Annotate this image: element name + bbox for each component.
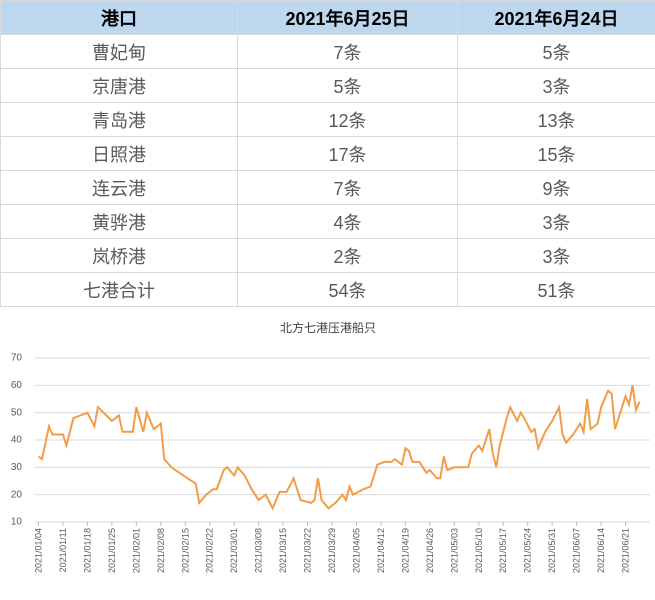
x-tick-label: 2021/01/25: [107, 528, 117, 573]
table-cell: 日照港: [1, 137, 238, 171]
x-tick-label: 2021/05/10: [474, 528, 484, 573]
table-cell: 9条: [458, 171, 655, 205]
x-tick-label: 2021/03/01: [229, 528, 239, 573]
x-tick-label: 2021/01/18: [82, 528, 92, 573]
y-tick-label: 20: [11, 489, 23, 500]
table-cell: 7条: [238, 35, 458, 69]
x-tick-label: 2021/02/22: [205, 528, 215, 573]
y-tick-label: 70: [11, 353, 23, 364]
table-cell: 4条: [238, 205, 458, 239]
x-tick-label: 2021/04/12: [376, 528, 386, 573]
chart: 北方七港压港船只 10 20 30 40 50 60 70 2021/01/04 2021/01…: [0, 307, 655, 595]
chart-title: 北方七港压港船只: [280, 320, 376, 335]
table-cell: 12条: [238, 103, 458, 137]
x-tick-label: 2021/02/15: [180, 528, 190, 573]
line-series: [39, 385, 640, 508]
table-cell: 5条: [458, 35, 655, 69]
y-tick-label: 30: [11, 462, 23, 473]
table-cell: 5条: [238, 69, 458, 103]
header-cell: 2021年6月25日: [238, 1, 458, 35]
x-tick-label: 2021/03/08: [254, 528, 264, 573]
table-cell: 连云港: [1, 171, 238, 205]
x-tick-label: 2021/02/08: [156, 528, 166, 573]
table-cell: 13条: [458, 103, 655, 137]
table-cell: 2条: [238, 239, 458, 273]
x-tick-label: 2021/01/11: [58, 528, 68, 572]
y-tick-label: 40: [11, 435, 23, 446]
x-tick-label: 2021/05/31: [547, 528, 557, 573]
table-cell: 曹妃甸: [1, 35, 238, 69]
y-tick-label: 50: [11, 407, 23, 418]
x-tick-label: 2021/04/26: [425, 528, 435, 573]
x-tick-label: 2021/05/17: [498, 528, 508, 573]
x-tick-label: 2021/04/19: [400, 528, 410, 573]
x-tick-label: 2021/04/05: [351, 528, 361, 573]
table-cell: 岚桥港: [1, 239, 238, 273]
table-cell: 青岛港: [1, 103, 238, 137]
table-cell: 17条: [238, 137, 458, 171]
table-cell: 3条: [458, 205, 655, 239]
table-cell: 15条: [458, 137, 655, 171]
table-cell: 3条: [458, 69, 655, 103]
x-tick-label: 2021/05/24: [523, 528, 533, 573]
table-cell: 京唐港: [1, 69, 238, 103]
table-cell: 51条: [458, 273, 655, 307]
x-tick-label: 2021/03/22: [303, 528, 313, 573]
x-tick-label: 2021/02/01: [131, 528, 141, 573]
y-tick-label: 60: [11, 380, 23, 391]
table-cell: 七港合计: [1, 273, 238, 307]
x-tick-label: 2021/01/04: [33, 528, 43, 573]
x-tick-label: 2021/05/03: [449, 528, 459, 573]
header-cell: 港口: [1, 1, 238, 35]
table-cell: 7条: [238, 171, 458, 205]
table-cell: 54条: [238, 273, 458, 307]
x-tick-label: 2021/06/14: [596, 528, 606, 573]
x-tick-label: 2021/06/07: [572, 528, 582, 573]
y-tick-label: 10: [11, 517, 23, 528]
table-cell: 黄骅港: [1, 205, 238, 239]
header-cell: 2021年6月24日: [458, 1, 655, 35]
x-tick-label: 2021/03/15: [278, 528, 288, 573]
x-tick-label: 2021/06/21: [621, 528, 631, 573]
table-cell: 3条: [458, 239, 655, 273]
x-tick-label: 2021/03/29: [327, 528, 337, 573]
